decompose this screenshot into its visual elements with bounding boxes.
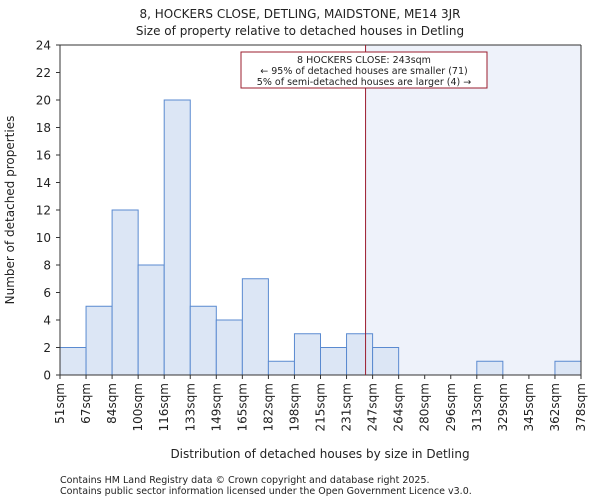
bar-100sqm — [137, 264, 165, 376]
x-tick-label-149sqm: 149sqm — [209, 383, 223, 431]
footer-line-1: Contains HM Land Registry data © Crown c… — [60, 475, 430, 486]
chart-subtitle: Size of property relative to detached ho… — [136, 24, 464, 38]
x-tick-label-345sqm: 345sqm — [522, 383, 536, 431]
y-tick-label-22: 22 — [36, 66, 51, 80]
y-tick-label-20: 20 — [36, 94, 51, 108]
bar-247sqm — [372, 347, 400, 376]
bar-84sqm — [111, 209, 139, 376]
x-tick-label-378sqm: 378sqm — [574, 383, 588, 431]
x-tick-label-280sqm: 280sqm — [418, 383, 432, 431]
y-tick-label-18: 18 — [36, 121, 51, 135]
annotation-line-1: 8 HOCKERS CLOSE: 243sqm — [297, 55, 431, 66]
annotation-line-2: ← 95% of detached houses are smaller (71… — [260, 66, 467, 77]
x-tick-label-264sqm: 264sqm — [392, 383, 406, 431]
x-tick-label-329sqm: 329sqm — [496, 383, 510, 431]
x-tick-label-51sqm: 51sqm — [53, 383, 67, 424]
bar-133sqm — [189, 305, 217, 376]
x-tick-label-182sqm: 182sqm — [261, 383, 275, 431]
y-tick-label-8: 8 — [43, 259, 51, 273]
y-tick-label-16: 16 — [36, 149, 51, 163]
x-tick-label-67sqm: 67sqm — [79, 383, 93, 424]
x-tick-label-215sqm: 215sqm — [314, 383, 328, 431]
bar-313sqm — [476, 360, 504, 376]
x-tick-label-362sqm: 362sqm — [548, 383, 562, 431]
bar-182sqm — [267, 360, 295, 376]
x-tick-label-247sqm: 247sqm — [366, 383, 380, 431]
annotation-line-3: 5% of semi-detached houses are larger (4… — [257, 77, 471, 88]
y-axis-label: Number of detached properties — [3, 116, 17, 305]
x-tick-label-313sqm: 313sqm — [470, 383, 484, 431]
shaded-region — [365, 45, 581, 375]
bar-165sqm — [241, 278, 269, 376]
footer-line-2: Contains public sector information licen… — [60, 486, 472, 497]
chart-title: 8, HOCKERS CLOSE, DETLING, MAIDSTONE, ME… — [140, 7, 461, 21]
annotation-box — [240, 51, 488, 89]
y-tick-label-2: 2 — [43, 341, 51, 355]
x-tick-label-84sqm: 84sqm — [105, 383, 119, 424]
x-tick-label-198sqm: 198sqm — [287, 383, 301, 431]
bar-198sqm — [293, 333, 322, 376]
bar-215sqm — [320, 347, 348, 376]
y-tick-label-24: 24 — [36, 39, 51, 53]
bar-116sqm — [163, 99, 191, 376]
x-tick-label-165sqm: 165sqm — [235, 383, 249, 431]
x-tick-label-296sqm: 296sqm — [444, 383, 458, 431]
y-tick-label-0: 0 — [43, 369, 51, 383]
y-tick-label-12: 12 — [36, 204, 51, 218]
bar-231sqm — [346, 333, 374, 376]
x-axis-label: Distribution of detached houses by size … — [170, 447, 469, 461]
x-tick-label-116sqm: 116sqm — [157, 383, 171, 431]
bar-362sqm — [554, 360, 582, 376]
x-tick-label-133sqm: 133sqm — [183, 383, 197, 431]
bar-51sqm — [59, 347, 87, 376]
y-tick-label-14: 14 — [36, 176, 51, 190]
x-tick-label-231sqm: 231sqm — [340, 383, 354, 431]
y-tick-label-4: 4 — [43, 314, 51, 328]
bar-67sqm — [85, 305, 113, 376]
x-tick-label-100sqm: 100sqm — [131, 383, 145, 431]
y-tick-label-6: 6 — [43, 286, 51, 300]
bar-149sqm — [215, 319, 243, 376]
y-tick-label-10: 10 — [36, 231, 51, 245]
